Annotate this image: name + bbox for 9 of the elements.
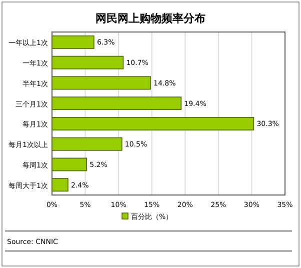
bar xyxy=(52,35,94,49)
bar xyxy=(52,76,151,90)
chart-title: 网民网上购物频率分布 xyxy=(96,12,206,25)
bar xyxy=(52,116,254,130)
bar xyxy=(52,158,88,172)
bar xyxy=(52,96,182,110)
bar xyxy=(52,178,68,192)
bar xyxy=(52,137,122,151)
bar xyxy=(52,56,124,70)
